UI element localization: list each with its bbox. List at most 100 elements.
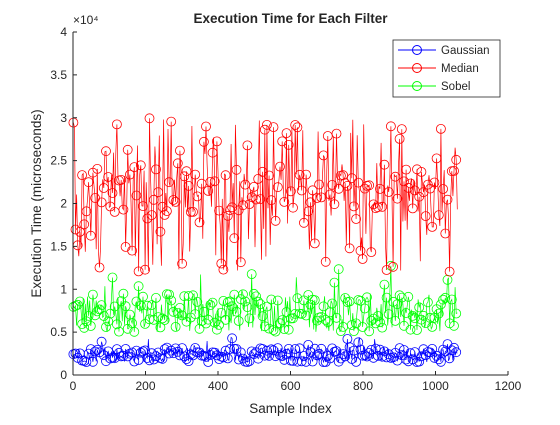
data-point-median (279, 196, 290, 207)
data-point-sobel (233, 316, 244, 326)
data-point-median (375, 183, 385, 194)
data-point-median (144, 113, 155, 124)
data-point-median (268, 122, 279, 132)
data-point-median (133, 266, 144, 277)
data-point-median (238, 200, 248, 211)
data-point-median (325, 189, 335, 200)
data-point-median (218, 264, 229, 275)
data-point-median (444, 266, 455, 277)
data-point-median (285, 186, 296, 197)
data-point-sobel (348, 326, 359, 337)
data-point-sobel (238, 289, 248, 300)
data-point-median (153, 187, 164, 198)
x-tick-label: 1000 (422, 379, 449, 393)
data-point-median (370, 203, 381, 214)
data-point-gaussian (242, 357, 253, 368)
data-point-sobel (146, 300, 157, 311)
x-tick-label: 400 (208, 379, 228, 393)
legend-marker-sobel (412, 81, 422, 91)
data-point-median (207, 147, 218, 158)
legend-marker-median (412, 63, 422, 73)
data-point-gaussian (218, 352, 229, 363)
data-point-sobel (114, 326, 124, 337)
data-point-median (449, 165, 459, 176)
data-point-sobel (88, 289, 98, 300)
data-point-median (201, 121, 211, 132)
data-point-median (151, 164, 161, 175)
x-tick-label: 600 (280, 379, 300, 393)
data-point-sobel (112, 319, 122, 330)
data-point-median (364, 180, 375, 191)
data-point-sobel (218, 295, 229, 306)
data-point-median (340, 178, 351, 189)
data-point-sobel (251, 291, 262, 302)
x-tick-label: 800 (353, 379, 373, 393)
data-point-median (331, 128, 342, 139)
data-point-gaussian (399, 345, 409, 355)
data-point-median (385, 121, 396, 132)
data-point-median (242, 140, 253, 151)
data-point-sobel (211, 324, 222, 335)
data-point-median (392, 193, 403, 204)
data-point-sobel (290, 308, 301, 319)
data-point-gaussian (427, 343, 438, 354)
data-point-gaussian (405, 348, 416, 359)
data-point-gaussian (290, 344, 301, 354)
data-point-gaussian (88, 356, 98, 367)
data-point-gaussian (294, 343, 305, 354)
data-point-sobel (118, 288, 129, 299)
data-point-sobel (422, 297, 433, 308)
data-point-gaussian (222, 353, 233, 364)
data-point-median (396, 124, 407, 135)
data-point-median (372, 202, 383, 213)
data-point-gaussian (270, 351, 281, 362)
data-point-median (344, 243, 355, 254)
y-tick-label: 4 (60, 25, 67, 39)
data-point-median (220, 170, 231, 181)
data-point-median (442, 194, 453, 205)
data-point-gaussian (283, 343, 294, 354)
data-point-sobel (151, 292, 161, 303)
data-point-median (112, 119, 122, 130)
data-point-median (275, 161, 285, 172)
data-point-sobel (231, 306, 242, 317)
data-point-median (438, 184, 449, 194)
data-point-median (124, 169, 135, 180)
data-point-median (94, 262, 105, 273)
data-point-sobel (425, 312, 436, 323)
data-point-median (205, 176, 216, 187)
legend-label-gaussian: Gaussian (441, 45, 490, 57)
data-point-median (161, 206, 172, 217)
data-point-sobel (325, 307, 335, 318)
data-point-sobel (96, 300, 107, 311)
series-line-median (73, 118, 458, 272)
data-point-sobel (446, 294, 457, 305)
data-point-sobel (333, 264, 344, 275)
legend: Gaussian Median Sobel (392, 39, 501, 98)
data-point-sobel (246, 269, 257, 280)
data-point-gaussian (335, 353, 346, 364)
data-point-gaussian (253, 353, 264, 364)
y-tick-label: 2 (60, 197, 67, 211)
x-tick-label: 1200 (495, 379, 522, 393)
data-point-median (435, 123, 446, 134)
data-point-median (451, 154, 462, 165)
data-point-sobel (155, 322, 166, 333)
data-point-sobel (207, 297, 218, 308)
data-point-median (333, 183, 344, 194)
data-point-median (253, 173, 264, 184)
data-point-median (135, 160, 146, 171)
data-point-median (427, 221, 438, 232)
chart-title: Execution Time for Each Filter (193, 11, 388, 26)
data-point-median (394, 133, 405, 144)
data-point-gaussian (333, 356, 344, 367)
data-point-median (185, 207, 196, 217)
data-point-median (77, 170, 87, 181)
data-point-sobel (403, 291, 414, 302)
data-point-median (183, 180, 194, 191)
y-tick-label: 1 (60, 282, 67, 296)
data-point-median (107, 188, 118, 198)
data-point-gaussian (203, 357, 214, 367)
data-point-median (348, 201, 359, 212)
data-point-median (138, 201, 148, 212)
